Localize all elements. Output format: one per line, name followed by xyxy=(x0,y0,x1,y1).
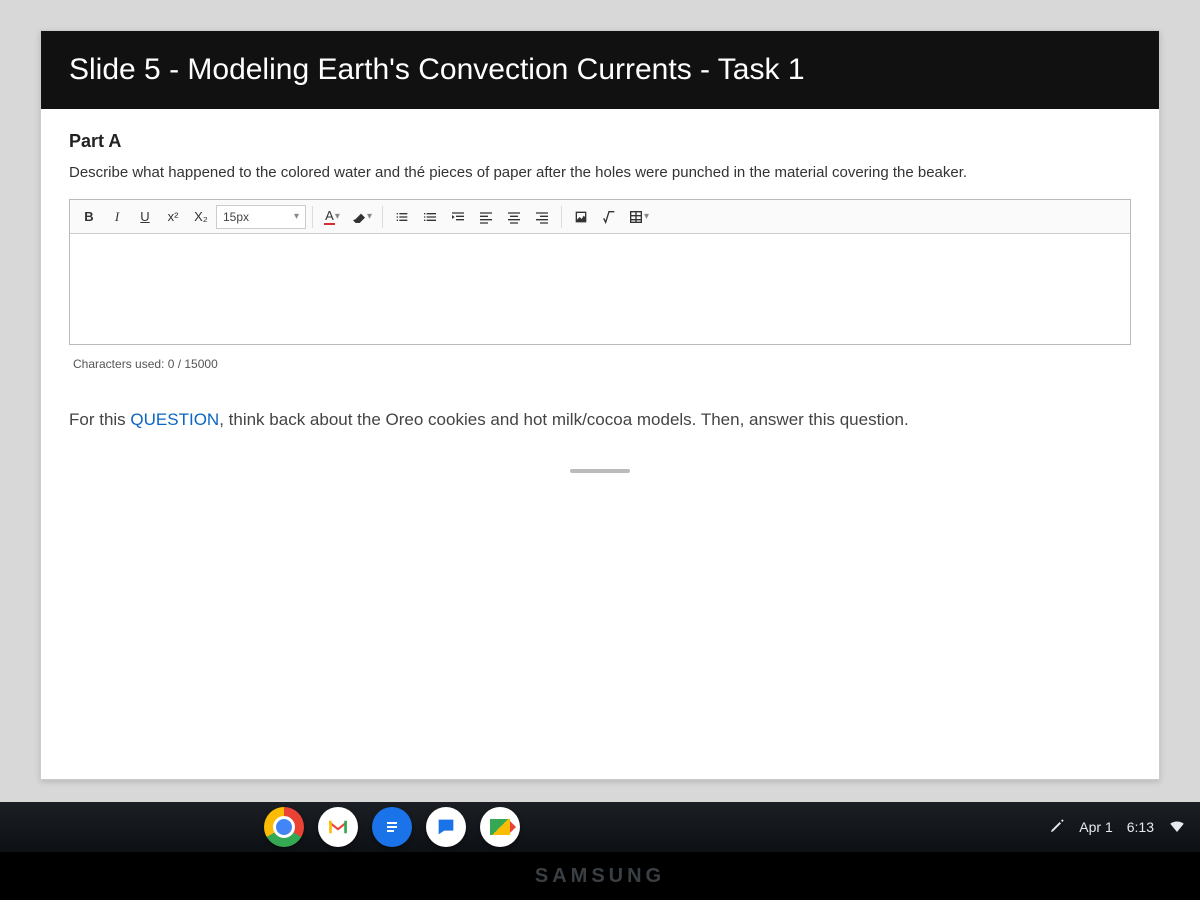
editor-toolbar: B I U x² X₂ 15px ▾ A ▾ ▾ xyxy=(70,200,1130,234)
hint-rest: , think back about the Oreo cookies and … xyxy=(219,410,909,429)
taskbar-time[interactable]: 6:13 xyxy=(1127,819,1154,835)
chrome-icon[interactable] xyxy=(264,807,304,847)
app-window: Slide 5 - Modeling Earth's Convection Cu… xyxy=(40,30,1160,780)
number-list-icon xyxy=(422,209,438,225)
align-center-button[interactable] xyxy=(501,204,527,230)
hint-question-link[interactable]: QUESTION xyxy=(130,410,219,429)
gmail-icon[interactable] xyxy=(318,807,358,847)
chevron-down-icon: ▾ xyxy=(367,211,372,222)
mail-icon xyxy=(327,819,349,835)
text-color-label: A xyxy=(324,208,335,225)
chat-bubble-icon xyxy=(435,816,457,838)
insert-formula-button[interactable] xyxy=(596,204,622,230)
align-left-icon xyxy=(478,209,494,225)
taskbar: Apr 1 6:13 xyxy=(0,802,1200,852)
highlight-button[interactable]: ▾ xyxy=(347,204,376,230)
highlight-icon xyxy=(351,209,367,225)
bold-button[interactable]: B xyxy=(76,204,102,230)
fontsize-value: 15px xyxy=(223,210,249,224)
document-icon xyxy=(383,816,401,838)
align-right-icon xyxy=(534,209,550,225)
brand-label: SAMSUNG xyxy=(535,865,665,888)
taskbar-apps xyxy=(14,807,1049,847)
meet-icon[interactable] xyxy=(480,807,520,847)
toolbar-separator xyxy=(382,206,383,228)
slide-title: Slide 5 - Modeling Earth's Convection Cu… xyxy=(41,31,1159,109)
taskbar-status: Apr 1 6:13 xyxy=(1049,817,1186,838)
fontsize-select[interactable]: 15px ▾ xyxy=(216,205,306,229)
bullet-list-icon xyxy=(394,209,410,225)
formula-icon xyxy=(601,209,617,225)
superscript-button[interactable]: x² xyxy=(160,204,186,230)
laptop-bezel: SAMSUNG xyxy=(0,852,1200,900)
wifi-icon[interactable] xyxy=(1168,817,1186,838)
subscript-button[interactable]: X₂ xyxy=(188,204,214,230)
chevron-down-icon: ▾ xyxy=(294,211,299,222)
align-left-button[interactable] xyxy=(473,204,499,230)
insert-image-button[interactable] xyxy=(568,204,594,230)
chevron-down-icon: ▾ xyxy=(644,211,649,222)
toolbar-separator xyxy=(312,206,313,228)
resize-handle[interactable] xyxy=(570,469,630,473)
align-center-icon xyxy=(506,209,522,225)
indent-button[interactable] xyxy=(445,204,471,230)
stylus-icon[interactable] xyxy=(1049,818,1065,837)
align-right-button[interactable] xyxy=(529,204,555,230)
toolbar-separator xyxy=(561,206,562,228)
meet-inner-icon xyxy=(490,819,510,835)
bullet-list-button[interactable] xyxy=(389,204,415,230)
docs-icon[interactable] xyxy=(372,807,412,847)
taskbar-date[interactable]: Apr 1 xyxy=(1079,819,1112,835)
question-prompt: Describe what happened to the colored wa… xyxy=(69,162,1029,183)
rich-text-editor: B I U x² X₂ 15px ▾ A ▾ ▾ xyxy=(69,199,1131,345)
text-color-button[interactable]: A ▾ xyxy=(319,204,345,230)
image-icon xyxy=(573,209,589,225)
hint-text: For this QUESTION, think back about the … xyxy=(69,407,1131,433)
table-icon xyxy=(628,209,644,225)
italic-button[interactable]: I xyxy=(104,204,130,230)
editor-textarea[interactable] xyxy=(70,234,1130,344)
part-label: Part A xyxy=(69,131,1131,152)
chat-icon[interactable] xyxy=(426,807,466,847)
chevron-down-icon: ▾ xyxy=(335,211,340,222)
insert-table-button[interactable]: ▾ xyxy=(624,204,653,230)
number-list-button[interactable] xyxy=(417,204,443,230)
character-count: Characters used: 0 / 15000 xyxy=(69,351,1131,383)
content-area: Part A Describe what happened to the col… xyxy=(41,109,1159,779)
indent-icon xyxy=(450,209,466,225)
hint-prefix: For this xyxy=(69,410,130,429)
underline-button[interactable]: U xyxy=(132,204,158,230)
